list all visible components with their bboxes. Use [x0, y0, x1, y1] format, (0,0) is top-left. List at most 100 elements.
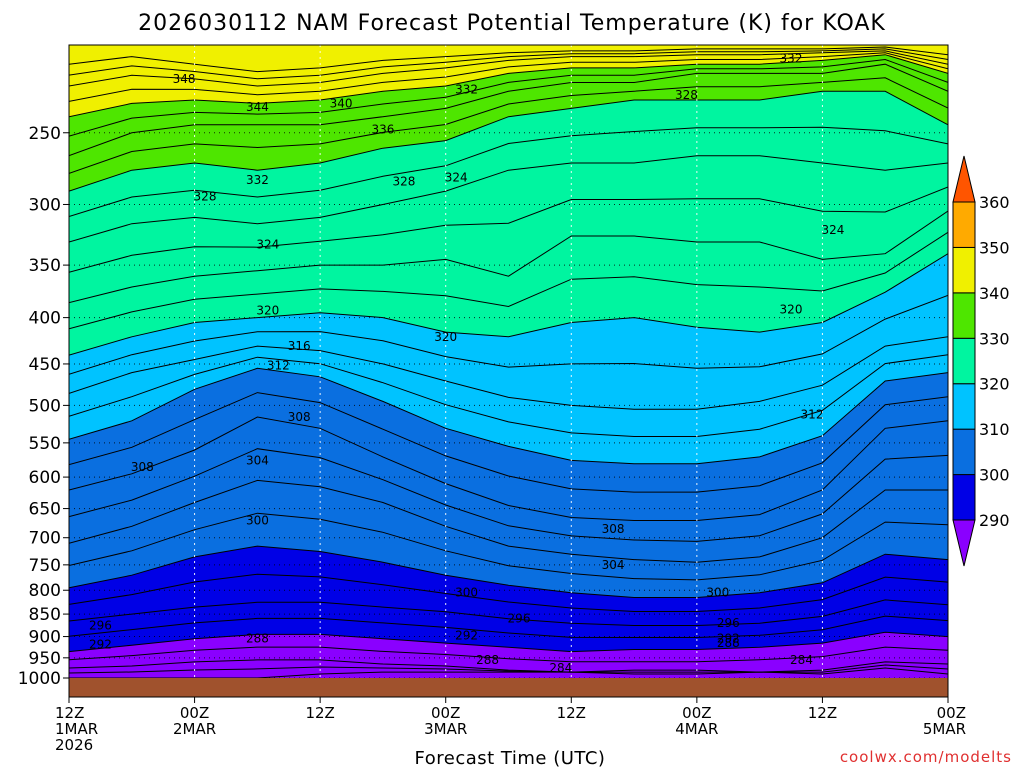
colorbar-label-300: 300	[979, 466, 1010, 485]
isentrope-312	[69, 367, 948, 465]
isentrope-340	[69, 54, 948, 118]
isentrope-320	[69, 253, 948, 356]
contour-label-328: 328	[675, 88, 698, 102]
contour-label-296: 296	[89, 619, 112, 633]
isentrope-342	[69, 52, 948, 102]
contour-label-336: 336	[371, 123, 394, 137]
contour-label-320: 320	[434, 330, 457, 344]
x-tick-label-h12-0: 00Z	[180, 704, 209, 722]
isentrope-292	[69, 631, 948, 653]
contour-label-312: 312	[267, 359, 290, 373]
isentrope-300	[69, 545, 948, 598]
isentrope-348	[69, 46, 948, 73]
isentrope-310	[69, 392, 948, 493]
isentrope-284	[69, 667, 948, 678]
y-tick-label-750: 750	[29, 556, 61, 576]
colorbar-segment-310	[952, 383, 976, 430]
fill-band-348	[69, 45, 948, 72]
isentrope-330	[69, 126, 948, 217]
contour-label-324: 324	[256, 237, 279, 251]
y-tick-label-800: 800	[29, 581, 61, 601]
contour-label-300: 300	[246, 514, 269, 528]
isentrope-328	[69, 155, 948, 243]
colorbar-label-310: 310	[979, 420, 1010, 439]
colorbar-segment-350	[952, 201, 976, 248]
y-tick-label-450: 450	[29, 355, 61, 375]
colorbar-label-350: 350	[979, 238, 1010, 257]
contour-label-308: 308	[288, 410, 311, 424]
contour-label-300: 300	[455, 586, 478, 600]
x-tick-label-h0-2: 2026	[55, 736, 93, 754]
y-tick-label-250: 250	[29, 124, 61, 144]
isentrope-326	[69, 186, 948, 273]
contour-label-288: 288	[476, 653, 499, 667]
y-tick-label-350: 350	[29, 256, 61, 276]
x-axis-label: Forecast Time (UTC)	[415, 748, 606, 768]
contour-label-292: 292	[455, 629, 478, 643]
colorbar-segment-300	[952, 428, 976, 476]
x-tick-label-h84-0: 00Z	[937, 704, 966, 722]
contour-label-332: 332	[246, 173, 269, 187]
isentrope-306	[69, 448, 948, 542]
isentrope-338	[69, 58, 948, 137]
contour-label-300: 300	[706, 586, 729, 600]
isentrope-322	[69, 231, 948, 330]
colorbar: 290 300 310 320 330 340 350 360	[952, 155, 1010, 567]
contour-label-288: 288	[717, 636, 740, 650]
isentrope-298	[69, 573, 948, 612]
x-tick-label-h36-1: 3MAR	[424, 720, 467, 738]
y-tick-label-900: 900	[29, 628, 61, 648]
colorbar-segment-290	[952, 474, 976, 521]
y-tick-label-550: 550	[29, 434, 61, 454]
colorbar-label-330: 330	[979, 329, 1010, 348]
y-tick-label-400: 400	[29, 309, 61, 329]
contour-label-320: 320	[780, 303, 803, 317]
y-tick-label-500: 500	[29, 396, 61, 416]
colorbar-label-320: 320	[979, 375, 1010, 394]
colorbar-extend-bottom	[952, 519, 976, 567]
isentrope-288	[69, 659, 948, 675]
x-tick-label-h24-0: 12Z	[305, 704, 334, 722]
x-tick-label-h36-0: 00Z	[431, 704, 460, 722]
y-tick-label-600: 600	[29, 468, 61, 488]
contour-label-344: 344	[246, 100, 269, 114]
x-tick-label-h48-0: 12Z	[557, 704, 586, 722]
isentrope-344	[69, 50, 948, 87]
colorbar-extend-top	[952, 155, 976, 203]
isentrope-332	[69, 90, 948, 192]
contour-label-328: 328	[392, 175, 415, 189]
isentrope-334	[69, 77, 948, 174]
x-tick-label-h0-1: 1MAR	[55, 720, 98, 738]
contour-label-320: 320	[256, 304, 279, 318]
potential-temperature-fills	[69, 45, 948, 678]
chart-title: 2026030112 NAM Forecast Potential Temper…	[138, 11, 886, 36]
credit-text: coolwx.com/modelts	[840, 748, 1012, 766]
isentrope-316	[69, 336, 948, 410]
y-tick-label-850: 850	[29, 605, 61, 625]
contour-label-308: 308	[602, 522, 625, 536]
contour-label-312: 312	[801, 408, 824, 422]
colorbar-segment-330	[952, 292, 976, 339]
colorbar-segment-320	[952, 337, 976, 385]
isentrope-contours	[69, 46, 948, 678]
ground-surface	[69, 678, 948, 697]
contour-label-348: 348	[173, 72, 196, 86]
contour-label-332: 332	[455, 83, 478, 97]
x-tick-label-h0-0: 12Z	[55, 704, 84, 722]
colorbar-label-360: 360	[979, 193, 1010, 212]
isentrope-346	[69, 48, 948, 80]
isentrope-314	[69, 354, 948, 437]
isentrope-286	[69, 664, 948, 674]
contour-label-328: 328	[194, 190, 217, 204]
y-tick-label-650: 650	[29, 500, 61, 520]
contour-label-316: 316	[288, 339, 311, 353]
isentrope-318	[69, 294, 948, 375]
contour-label-296: 296	[508, 612, 531, 626]
contour-label-304: 304	[246, 453, 269, 467]
contour-labels: 348 344 340 336 332 332 332 328 328 328 324 324 324 3…	[89, 52, 844, 676]
contour-label-340: 340	[330, 96, 353, 110]
y-tick-label-700: 700	[29, 529, 61, 549]
contour-label-292: 292	[717, 632, 740, 646]
